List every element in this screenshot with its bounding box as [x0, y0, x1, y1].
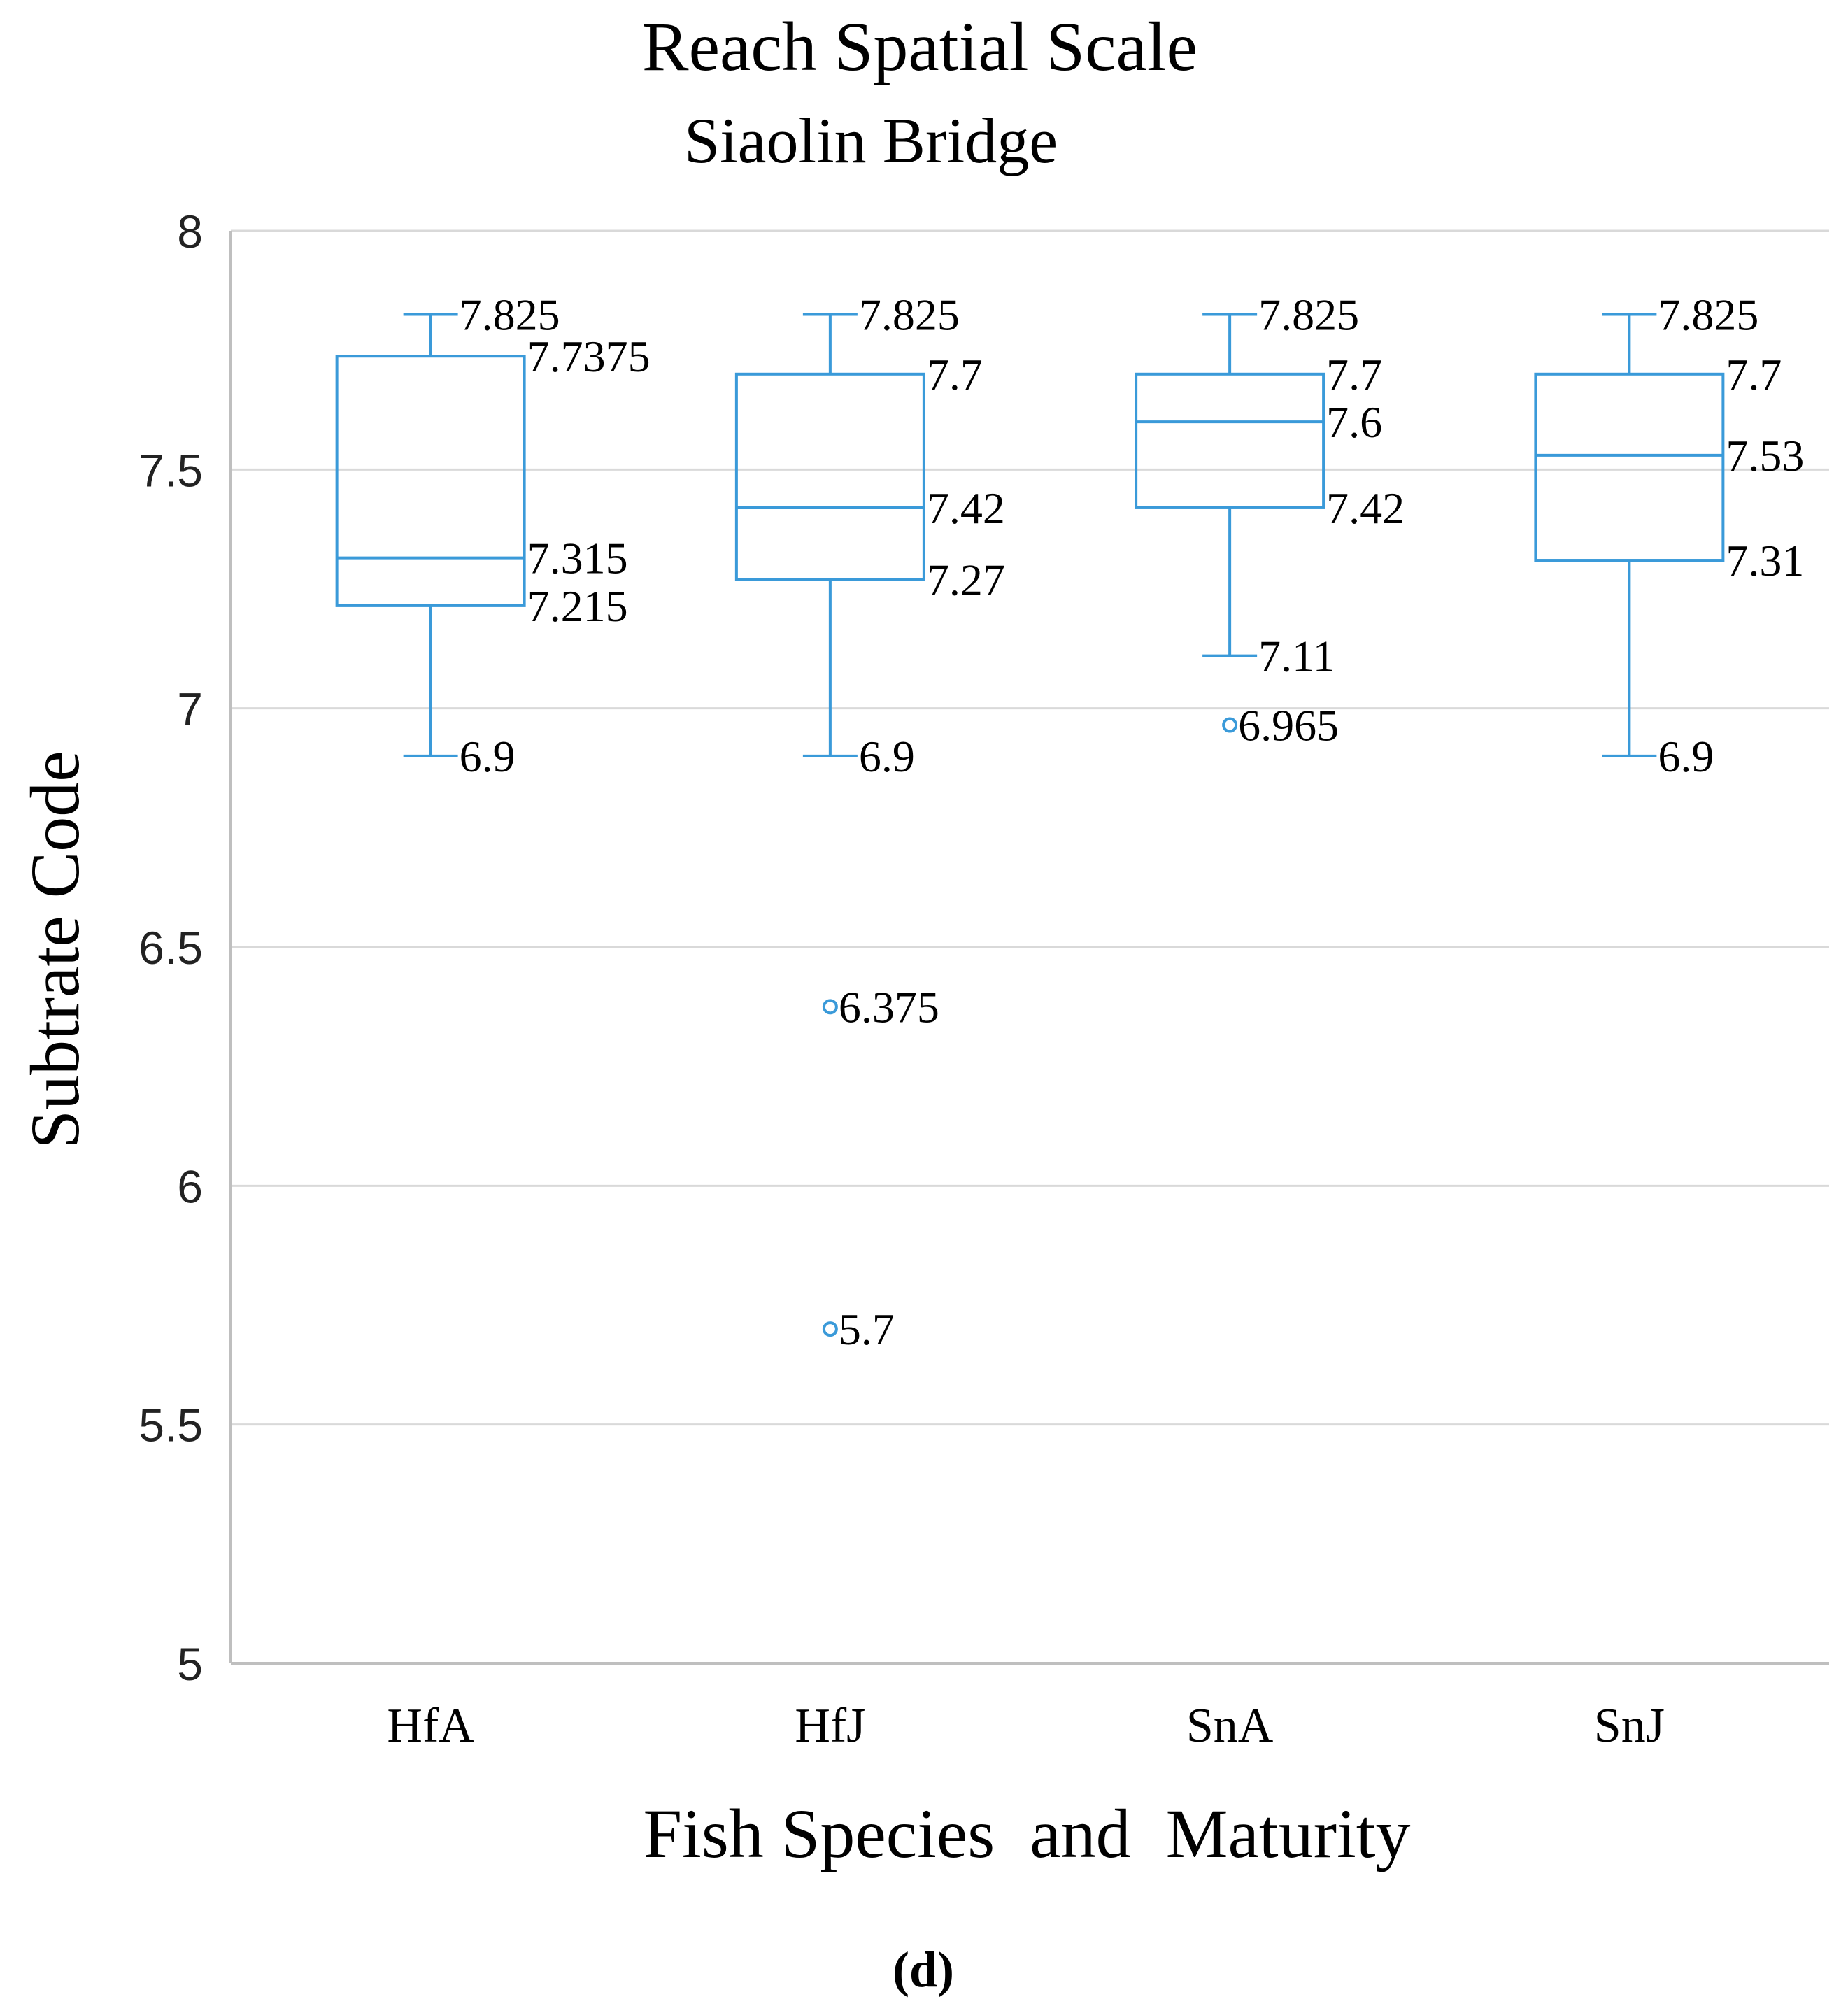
- label-max: 7.825: [460, 290, 560, 339]
- outlier-point: [822, 999, 838, 1015]
- label-outlier: 6.965: [1238, 701, 1339, 751]
- label-q3: 7.7375: [527, 332, 651, 381]
- box-HfJ: 7.825 7.7 7.42 7.27 6.9 6.375 5.7: [734, 290, 1005, 1354]
- iqr-box: [1135, 372, 1325, 509]
- label-max: 7.825: [1258, 290, 1359, 339]
- y-tick-label: 7: [177, 683, 203, 735]
- label-q3: 7.7: [927, 350, 983, 399]
- y-tick-label: 7.5: [138, 444, 203, 496]
- outlier-point: [1222, 717, 1238, 733]
- chart-title: Reach Spatial Scale: [642, 8, 1197, 85]
- figure-caption: (d): [893, 1942, 954, 1998]
- x-axis-categories: HfA HfJ SnA SnJ: [387, 1699, 1665, 1753]
- label-max: 7.825: [1658, 290, 1758, 339]
- label-min: 7.11: [1258, 632, 1335, 681]
- y-tick-label: 5: [177, 1638, 203, 1690]
- y-tick-label: 5.5: [138, 1400, 203, 1451]
- label-max: 7.825: [859, 290, 960, 339]
- label-median: 7.6: [1326, 397, 1382, 447]
- label-median: 7.315: [527, 534, 628, 583]
- label-q1: 7.215: [527, 581, 628, 631]
- label-min: 6.9: [859, 732, 915, 781]
- y-tick-label: 6.5: [138, 922, 203, 974]
- label-q1: 7.42: [1326, 483, 1405, 533]
- iqr-box: [335, 355, 526, 607]
- box-SnJ: 7.825 7.7 7.53 7.31 6.9: [1534, 290, 1804, 781]
- iqr-box: [734, 372, 925, 581]
- x-tick-label: HfJ: [795, 1699, 865, 1753]
- label-q1: 7.27: [927, 555, 1005, 604]
- y-axis-ticks: 5 5.5 6 6.5 7 7.5 8: [138, 206, 203, 1690]
- y-tick-label: 8: [177, 206, 203, 257]
- outlier-point: [822, 1321, 838, 1337]
- label-outlier: 6.375: [839, 982, 939, 1032]
- box-SnA: 7.825 7.77.6 7.42 7.11 6.965: [1135, 290, 1405, 751]
- chart-subtitle: Siaolin Bridge: [684, 105, 1058, 176]
- label-median: 7.53: [1726, 431, 1804, 481]
- label-outlier: 5.7: [839, 1304, 895, 1354]
- label-q1: 7.31: [1726, 536, 1804, 585]
- y-tick-label: 6: [177, 1160, 203, 1212]
- label-q3: 7.7: [1726, 350, 1782, 399]
- label-median: 7.42: [927, 483, 1005, 533]
- label-min: 6.9: [1658, 732, 1714, 781]
- label-q3: 7.7: [1326, 350, 1382, 399]
- gridlines: [231, 229, 1829, 1665]
- x-axis-label: Fish Species and Maturity: [643, 1795, 1410, 1872]
- iqr-box: [1534, 372, 1725, 562]
- label-min: 6.9: [460, 732, 516, 781]
- x-tick-label: HfA: [387, 1699, 474, 1753]
- x-tick-label: SnA: [1186, 1699, 1274, 1753]
- boxes: 7.8257.73757.3157.2156.97.8257.77.427.27…: [335, 290, 1804, 1354]
- x-tick-label: SnJ: [1594, 1699, 1665, 1753]
- y-axis-label: Subtrate Code: [16, 751, 94, 1148]
